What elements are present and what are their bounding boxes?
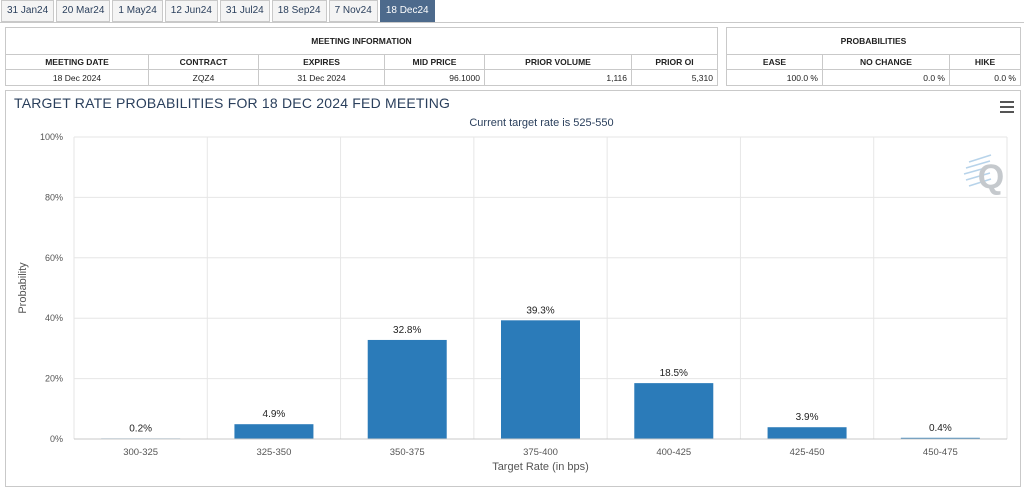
x-tick-label: 350-375 [390,447,425,458]
col-contract: CONTRACT [148,54,259,70]
bar [501,320,580,439]
col-prior-volume: PRIOR VOLUME [484,54,632,70]
table-row: 100.0 % 0.0 % 0.0 % [726,69,1021,86]
col-no-change: NO CHANGE [822,54,950,70]
x-tick-label: 425-450 [790,447,825,458]
probability-bar-chart: Q Current target rate is 525-550 0% 20% 40%… [17,117,1008,473]
chart-subtitle: Current target rate is 525-550 [469,117,613,129]
mid-price-value: 96.1000 [384,69,485,86]
no-change-value: 0.0 % [822,69,950,86]
table-row: 18 Dec 2024 ZQZ4 31 Dec 2024 96.1000 1,1… [5,69,718,86]
tab-12-jun24[interactable]: 12 Jun24 [164,0,218,22]
meeting-tabs: 31 Jan24 20 Mar24 1 May24 12 Jun24 31 Ju… [0,0,435,22]
chart-title: TARGET RATE PROBABILITIES FOR 18 DEC 202… [14,95,451,111]
y-tick-label: 100% [40,132,63,142]
contract-value: ZQZ4 [148,69,259,86]
prior-oi-value: 5,310 [631,69,718,86]
data-label: 3.9% [796,412,819,423]
data-label: 32.8% [393,325,421,336]
tab-31-jul24[interactable]: 31 Jul24 [219,0,270,22]
y-tick-label: 80% [45,192,63,202]
tab-1-may24[interactable]: 1 May24 [112,0,163,22]
tab-divider [0,22,1024,23]
x-tick-label: 325-350 [256,447,291,458]
data-label: 18.5% [660,368,688,379]
bar [367,339,447,439]
meeting-information-header: MEETING INFORMATION [5,27,718,55]
col-expires: EXPIRES [258,54,385,70]
q-logo-icon: Q [963,154,1004,196]
expires-value: 31 Dec 2024 [258,69,385,86]
probabilities-table: PROBABILITIES EASE NO CHANGE HIKE 100.0 … [726,27,1021,86]
y-tick-label: 40% [45,313,63,323]
prior-volume-value: 1,116 [484,69,632,86]
bar [900,437,980,439]
data-label: 0.4% [929,423,952,434]
col-hike: HIKE [949,54,1021,70]
data-label: 0.2% [129,423,152,434]
y-tick-label: 0% [50,434,63,444]
chart-panel: TARGET RATE PROBABILITIES FOR 18 DEC 202… [5,90,1021,487]
tab-18-dec24[interactable]: 18 Dec24 [379,0,435,22]
q-logo-letter: Q [978,158,1004,196]
y-tick-label: 60% [45,253,63,263]
bar [767,427,847,439]
data-label: 39.3% [526,305,554,316]
chart-menu-icon[interactable] [1000,101,1014,113]
col-ease: EASE [726,54,823,70]
bar [634,383,714,439]
x-axis-label: Target Rate (in bps) [492,461,589,473]
data-label: 4.9% [263,409,286,420]
probabilities-header: PROBABILITIES [726,27,1021,55]
col-mid-price: MID PRICE [384,54,485,70]
tab-18-sep24[interactable]: 18 Sep24 [271,0,327,22]
y-axis-label: Probability [17,262,29,314]
hike-value: 0.0 % [949,69,1021,86]
x-tick-label: 400-425 [656,447,691,458]
tab-20-mar24[interactable]: 20 Mar24 [56,0,111,22]
ease-value: 100.0 % [726,69,823,86]
tab-31-jan24[interactable]: 31 Jan24 [1,0,55,22]
x-tick-label: 300-325 [123,447,158,458]
col-meeting-date: MEETING DATE [5,54,149,70]
meeting-information-table: MEETING INFORMATION MEETING DATE CONTRAC… [5,27,718,86]
x-tick-label: 375-400 [523,447,558,458]
bar [234,424,314,439]
tab-7-nov24[interactable]: 7 Nov24 [328,0,378,22]
col-prior-oi: PRIOR OI [631,54,718,70]
x-tick-label: 450-475 [923,447,958,458]
meeting-date-value: 18 Dec 2024 [5,69,149,86]
y-tick-label: 20% [45,374,63,384]
